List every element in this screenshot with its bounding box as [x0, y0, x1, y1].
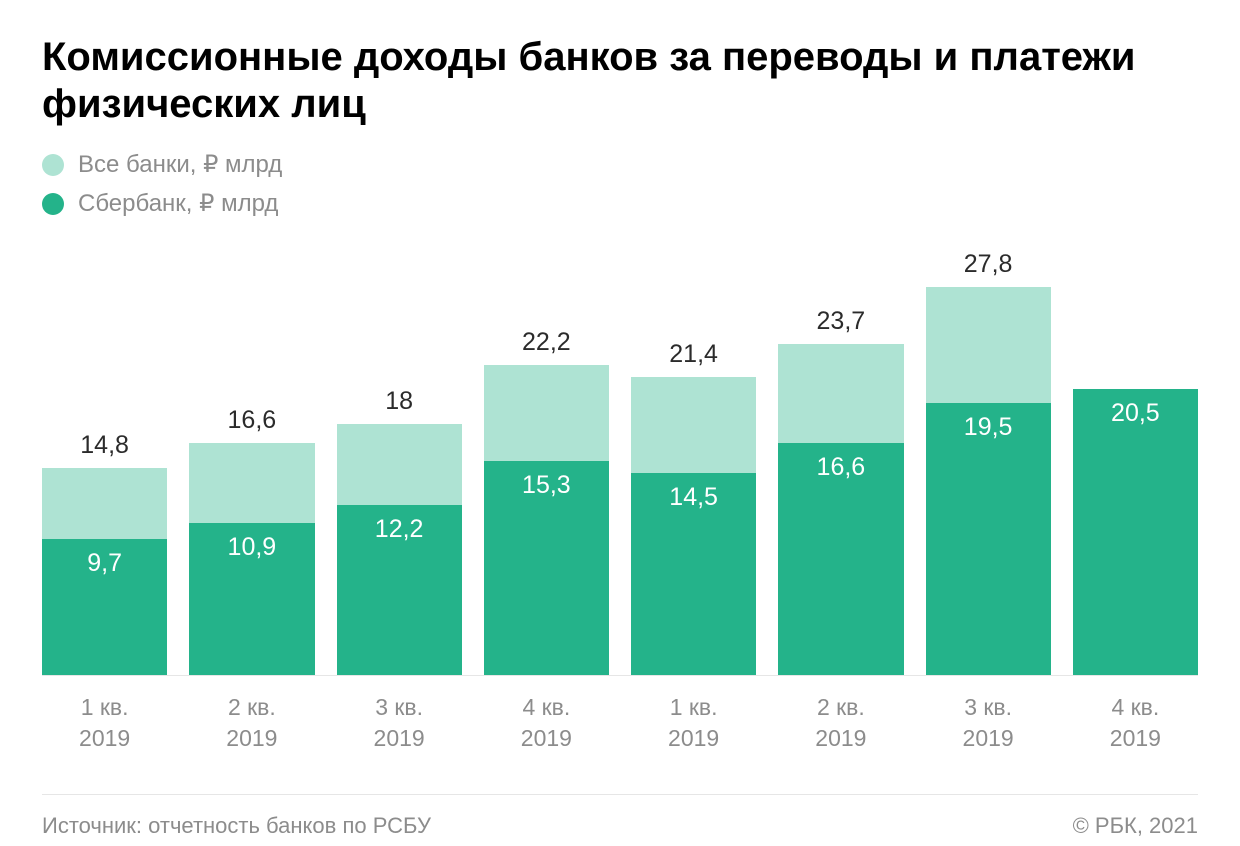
x-axis-label: 1 кв.2019: [631, 692, 756, 754]
bar-group: 16,6 10,9: [189, 250, 314, 674]
bar-total-label: 18: [385, 387, 413, 416]
bar-stack: 20,5: [1073, 389, 1198, 675]
legend-dot-icon: [42, 193, 64, 215]
x-axis-label: 2 кв.2019: [189, 692, 314, 754]
bar-segment-sberbank: 9,7: [42, 539, 167, 674]
bar-total-label: 22,2: [522, 328, 571, 357]
bar-segment-sberbank: 20,5: [1073, 389, 1198, 675]
bar-stack: 19,5: [926, 287, 1051, 674]
bar-stack: 12,2: [337, 424, 462, 675]
x-axis-label: 4 кв.2019: [1073, 692, 1198, 754]
bar-total-label: 21,4: [669, 340, 718, 369]
chart-title: Комиссионные доходы банков за переводы и…: [42, 34, 1198, 128]
bar-inner-label: 14,5: [669, 483, 718, 512]
bar-total-label: 27,8: [964, 250, 1013, 279]
x-axis-label: 2 кв.2019: [778, 692, 903, 754]
x-axis-label: 3 кв.2019: [926, 692, 1051, 754]
bar-segment-sberbank: 15,3: [484, 461, 609, 674]
bar-segment-all-banks: [42, 468, 167, 539]
bar-group: 18 12,2: [337, 250, 462, 674]
bar-total-label: 14,8: [80, 431, 129, 460]
chart: 14,8 9,7 16,6 10,9 18 12,2 22,2 15,3 21,4 14,5 23,…: [42, 250, 1198, 753]
bar-total-label: 23,7: [817, 307, 866, 336]
bar-stack: 16,6: [778, 344, 903, 674]
copyright-text: © РБК, 2021: [1073, 813, 1198, 839]
bar-group: 27,8 19,5: [926, 250, 1051, 674]
bar-segment-sberbank: 10,9: [189, 523, 314, 675]
bar-stack: 10,9: [189, 443, 314, 674]
bar-group: 22,2 15,3: [484, 250, 609, 674]
bar-inner-label: 9,7: [87, 549, 122, 578]
x-axis-labels: 1 кв.2019 2 кв.2019 3 кв.2019 4 кв.2019 1 кв…: [42, 692, 1198, 754]
legend-dot-icon: [42, 154, 64, 176]
x-axis-label: 3 кв.2019: [337, 692, 462, 754]
bar-stack: 15,3: [484, 365, 609, 674]
source-text: Источник: отчетность банков по РСБУ: [42, 813, 431, 839]
bar-segment-all-banks: [926, 287, 1051, 403]
bar-segment-all-banks: [484, 365, 609, 461]
bar-stack: 9,7: [42, 468, 167, 674]
bar-group: 14,8 9,7: [42, 250, 167, 674]
bar-segment-sberbank: 12,2: [337, 505, 462, 675]
legend: Все банки, ₽ млрд Сбербанк, ₽ млрд: [42, 150, 1198, 218]
bar-segment-sberbank: 19,5: [926, 403, 1051, 675]
bar-segment-all-banks: [778, 344, 903, 443]
bar-group: 21,4 14,5: [631, 250, 756, 674]
x-axis-label: 4 кв.2019: [484, 692, 609, 754]
x-axis-label: 1 кв.2019: [42, 692, 167, 754]
legend-label: Все банки, ₽ млрд: [78, 150, 282, 179]
bar-group: 23,7 16,6: [778, 250, 903, 674]
footer: Источник: отчетность банков по РСБУ © РБ…: [42, 794, 1198, 839]
bar-inner-label: 10,9: [228, 533, 277, 562]
bar-total-label: 16,6: [228, 406, 277, 435]
legend-item-sberbank: Сбербанк, ₽ млрд: [42, 189, 1198, 218]
bar-group: 20,5: [1073, 250, 1198, 674]
bar-stack: 14,5: [631, 377, 756, 675]
bar-inner-label: 15,3: [522, 471, 571, 500]
bar-inner-label: 16,6: [817, 453, 866, 482]
bar-inner-label: 19,5: [964, 413, 1013, 442]
bar-segment-sberbank: 14,5: [631, 473, 756, 675]
bar-segment-all-banks: [189, 443, 314, 522]
bar-segment-all-banks: [631, 377, 756, 473]
bar-segment-all-banks: [337, 424, 462, 505]
legend-item-all-banks: Все банки, ₽ млрд: [42, 150, 1198, 179]
legend-label: Сбербанк, ₽ млрд: [78, 189, 278, 218]
bar-inner-label: 20,5: [1111, 399, 1160, 428]
bar-inner-label: 12,2: [375, 515, 424, 544]
bars-row: 14,8 9,7 16,6 10,9 18 12,2 22,2 15,3 21,4 14,5 23,…: [42, 250, 1198, 675]
bar-segment-sberbank: 16,6: [778, 443, 903, 674]
